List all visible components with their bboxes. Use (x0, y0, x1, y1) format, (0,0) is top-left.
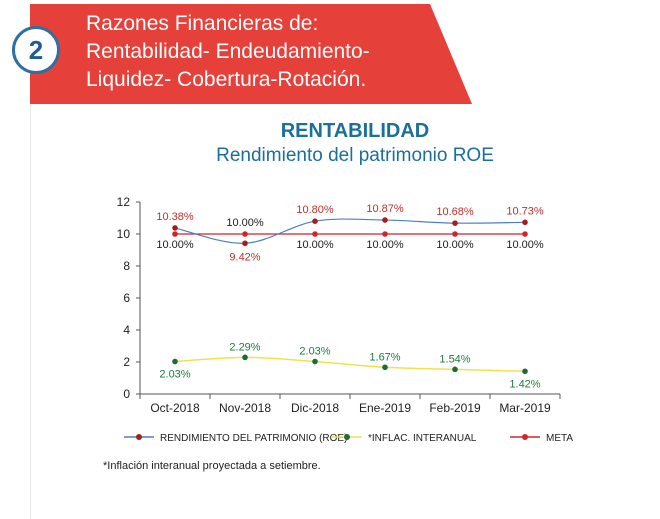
x-tick-label: Nov-2018 (219, 401, 271, 415)
inflation-series-point (312, 358, 318, 365)
inflation-series-legend-label: *INFLAC. INTERANUAL (368, 433, 477, 444)
chart-subtitle: Rendimiento del patrimonio ROE (216, 145, 494, 166)
y-tick-label: 4 (123, 323, 130, 337)
y-tick-label: 12 (117, 195, 131, 209)
y-tick-label: 2 (123, 355, 130, 369)
meta-data-label: 10.00% (156, 239, 194, 251)
roe-series-point (382, 217, 388, 223)
y-tick-label: 0 (123, 387, 130, 401)
section-number-badge: 2 (12, 26, 60, 74)
inflation-data-label: 1.54% (439, 353, 470, 365)
meta-series-legend-label: META (546, 433, 573, 444)
inflation-data-label: 1.42% (509, 378, 540, 390)
meta-series-point (172, 231, 178, 237)
meta-data-label: 10.00% (366, 239, 404, 251)
inflation-data-label: 2.03% (299, 346, 330, 358)
roe-data-label: 10.38% (156, 211, 194, 223)
inflation-series-legend-marker (344, 434, 350, 440)
left-rule (30, 100, 31, 519)
inflation-data-label: 2.29% (229, 341, 260, 353)
meta-series-point (452, 231, 458, 237)
roe-series-point (242, 240, 248, 247)
meta-data-label: 10.00% (296, 239, 334, 251)
x-tick-label: Feb-2019 (429, 401, 481, 415)
meta-data-label: 10.00% (226, 217, 264, 229)
section-number: 2 (28, 34, 44, 65)
inflation-data-label: 1.67% (369, 351, 400, 363)
y-tick-label: 8 (123, 259, 130, 273)
x-tick-label: Oct-2018 (150, 401, 200, 415)
chart-title: RENTABILIDAD (280, 120, 430, 142)
roe-data-label: 10.73% (506, 205, 544, 217)
roe-series-legend-label: RENDIMIENTO DEL PATRIMONIO (ROE) (160, 433, 347, 444)
roe-series-point (452, 220, 458, 226)
x-tick-label: Mar-2019 (499, 401, 551, 415)
roe-series-line (174, 218, 526, 244)
inflation-series-point (382, 364, 388, 371)
x-tick-label: Ene-2019 (359, 401, 411, 415)
inflation-data-label: 2.03% (159, 369, 190, 381)
footnote: *Inflación interanual proyectada a setie… (103, 460, 321, 472)
meta-series-point (312, 231, 318, 237)
y-tick-label: 10 (117, 227, 131, 241)
inflation-series-point (522, 368, 528, 375)
roe-data-label: 10.80% (296, 204, 334, 216)
roe-data-label: 10.87% (366, 203, 404, 215)
inflation-series-point (172, 358, 178, 365)
meta-series-legend-marker (522, 434, 528, 440)
inflation-series-line (174, 356, 526, 373)
x-tick-label: Dic-2018 (291, 401, 339, 415)
header-banner (30, 4, 472, 104)
roe-data-label: 9.42% (229, 251, 260, 263)
banner-title: Razones Financieras de: (86, 12, 319, 35)
meta-data-label: 10.00% (436, 239, 474, 251)
meta-data-label: 10.00% (506, 239, 544, 251)
banner-subtitle: Rentabilidad- Endeudamiento-Liquidez- Co… (86, 40, 370, 91)
roe-series-point (522, 219, 528, 226)
roe-series-point (312, 218, 318, 224)
inflation-series-point (242, 354, 248, 361)
banner-text: Razones Financieras de: Rentabilidad- En… (86, 10, 416, 94)
meta-series-point (382, 231, 388, 237)
y-tick-label: 6 (123, 291, 130, 305)
inflation-series-point (452, 366, 458, 373)
roe-series-legend-marker (136, 434, 142, 440)
meta-series-point (242, 231, 248, 237)
roe-series-point (172, 225, 178, 231)
roe-data-label: 10.68% (436, 206, 474, 218)
meta-series-point (522, 231, 528, 237)
